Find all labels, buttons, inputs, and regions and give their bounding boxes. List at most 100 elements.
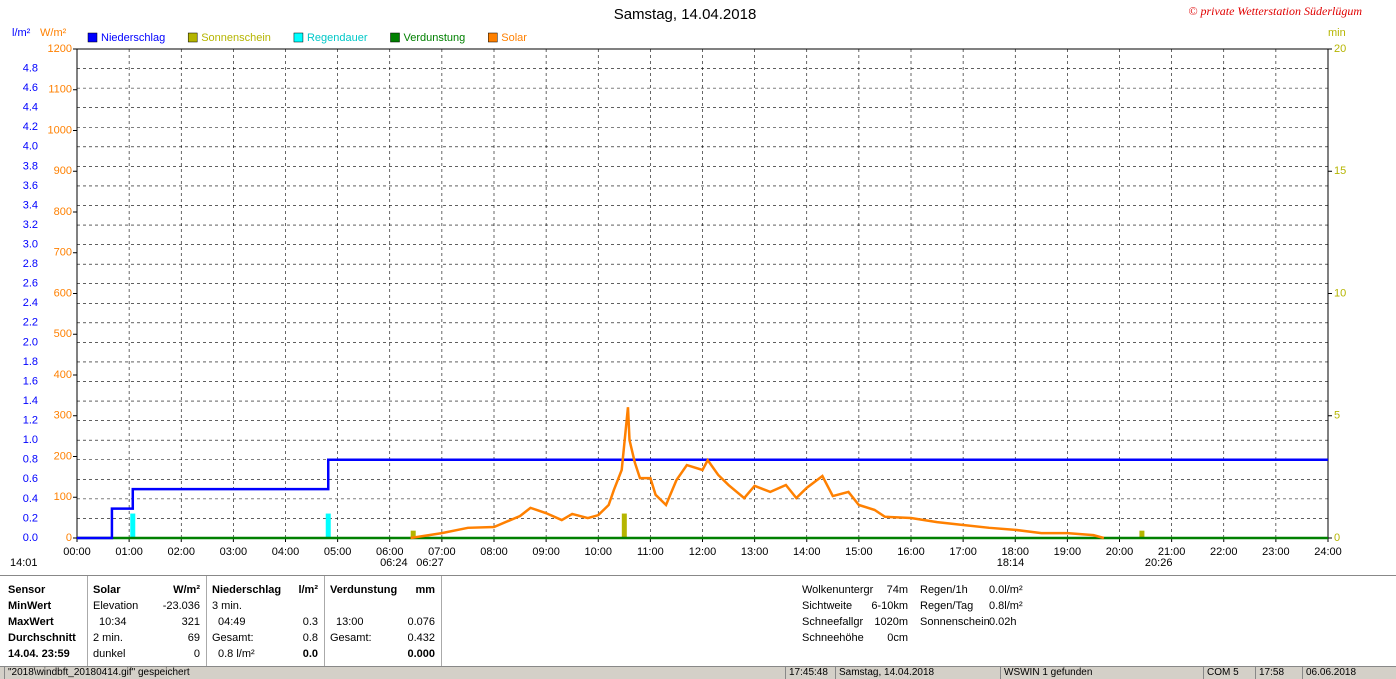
y2-tick-label: 400 bbox=[54, 369, 72, 381]
info-value: 0cm bbox=[887, 632, 908, 644]
y2-tick-label: 1100 bbox=[48, 84, 72, 96]
row-value: 0.076 bbox=[407, 616, 435, 628]
info-value: 0.02h bbox=[989, 616, 1017, 628]
y-tick-label: 4.0 bbox=[23, 141, 38, 153]
y-tick-label: 3.2 bbox=[23, 219, 38, 231]
sensor-label: MinWert bbox=[8, 600, 52, 612]
info-label: Wolkenuntergr bbox=[802, 584, 874, 596]
annotation: 18:14 bbox=[997, 557, 1025, 569]
y-tick-label: 2.0 bbox=[23, 336, 38, 348]
y-tick-label: 0.6 bbox=[23, 473, 38, 485]
y2-tick-label: 600 bbox=[54, 287, 72, 299]
row-label: Gesamt: bbox=[330, 632, 372, 644]
status-field: WSWIN 1 gefunden bbox=[1000, 667, 1092, 679]
row-label: dunkel bbox=[93, 648, 126, 660]
status-field: COM 5 bbox=[1203, 667, 1239, 679]
y3-tick-label: 15 bbox=[1334, 165, 1346, 177]
legend-swatch bbox=[390, 32, 400, 43]
row-value: -23.036 bbox=[162, 600, 200, 612]
y2-tick-label: 700 bbox=[54, 247, 72, 259]
legend-swatch bbox=[187, 32, 198, 43]
x-tick-label: 02:00 bbox=[167, 546, 195, 558]
row-value: 0.0 bbox=[302, 648, 318, 660]
plot-frame bbox=[76, 48, 1329, 539]
status-field: 06.06.2018 bbox=[1302, 667, 1356, 679]
x-tick-label: 23:00 bbox=[1262, 546, 1290, 558]
separator bbox=[441, 576, 442, 666]
y2-tick-label: 0 bbox=[66, 532, 72, 544]
column-header: Niederschlag bbox=[212, 584, 282, 596]
y-tick-label: 4.6 bbox=[23, 82, 38, 94]
column-header: Solar bbox=[93, 584, 121, 596]
info-label: Schneehöhe bbox=[802, 632, 864, 644]
status-bar: "2018\windbft_20180414.gif" gespeichert 1… bbox=[0, 666, 1396, 679]
row-label: 10:34 bbox=[99, 616, 127, 628]
x-tick-label: 05:00 bbox=[324, 546, 352, 558]
y-tick-label: 0.4 bbox=[23, 493, 38, 505]
annotation: 20:26 bbox=[1145, 557, 1173, 569]
y3-tick-label: 5 bbox=[1334, 410, 1340, 422]
status-field: 17:45:48 bbox=[785, 667, 828, 679]
separator bbox=[206, 576, 207, 666]
row-label: 13:00 bbox=[336, 616, 364, 628]
x-tick-label: 03:00 bbox=[220, 546, 248, 558]
y2-tick-label: 1200 bbox=[48, 43, 72, 55]
info-value: 0.0l/m² bbox=[989, 584, 1023, 596]
y-tick-label: 1.4 bbox=[23, 395, 38, 407]
y-tick-label: 1.2 bbox=[23, 415, 38, 427]
row-label: Elevation bbox=[93, 600, 139, 612]
row-label: Gesamt: bbox=[212, 632, 254, 644]
row-value: 0 bbox=[193, 648, 200, 660]
x-tick-label: 24:00 bbox=[1314, 546, 1342, 558]
series-line bbox=[77, 458, 1328, 540]
y-tick-label: 0.0 bbox=[23, 532, 38, 544]
column-unit: W/m² bbox=[173, 584, 200, 596]
x-tick-label: 07:00 bbox=[428, 546, 456, 558]
series-line bbox=[410, 407, 1105, 540]
x-tick-label: 11:00 bbox=[637, 546, 664, 558]
info-label: Sichtweite bbox=[802, 600, 853, 612]
row-value: 0.000 bbox=[407, 648, 435, 660]
y3-axis-label: min bbox=[1328, 27, 1346, 39]
bar bbox=[621, 513, 627, 538]
y2-tick-label: 200 bbox=[54, 450, 72, 462]
x-tick-label: 06:00 bbox=[376, 546, 404, 558]
x-tick-label: 19:00 bbox=[1054, 546, 1082, 558]
status-field: 17:58 bbox=[1255, 667, 1284, 679]
y-tick-label: 2.2 bbox=[23, 317, 38, 329]
separator bbox=[87, 576, 88, 666]
y2-tick-label: 800 bbox=[54, 206, 72, 218]
column-header: Verdunstung bbox=[330, 584, 398, 596]
chart-title: Samstag, 14.04.2018 bbox=[614, 6, 757, 23]
y2-axis-label: W/m² bbox=[40, 27, 67, 39]
y2-tick-label: 100 bbox=[54, 491, 72, 503]
y-tick-label: 3.6 bbox=[23, 180, 38, 192]
x-tick-label: 14:00 bbox=[793, 546, 821, 558]
y-tick-label: 4.8 bbox=[23, 62, 38, 74]
y-tick-label: 3.8 bbox=[23, 160, 38, 172]
column-unit: l/m² bbox=[298, 584, 318, 596]
legend-swatch bbox=[293, 32, 304, 43]
x-tick-label: 15:00 bbox=[845, 546, 873, 558]
legend-label: Verdunstung bbox=[404, 32, 466, 44]
x-tick-label: 20:00 bbox=[1106, 546, 1134, 558]
row-label: 04:49 bbox=[218, 616, 246, 628]
x-tick-label: 08:00 bbox=[480, 546, 508, 558]
separator bbox=[324, 576, 325, 666]
y-tick-label: 4.2 bbox=[23, 121, 38, 133]
row-label: 0.8 l/m² bbox=[218, 648, 255, 660]
info-label: Schneefallgr bbox=[802, 616, 864, 628]
sensor-label: Sensor bbox=[8, 584, 46, 596]
y-tick-label: 2.4 bbox=[23, 297, 38, 309]
legend-label: Niederschlag bbox=[101, 32, 165, 44]
y2-tick-label: 500 bbox=[54, 328, 72, 340]
panel: Sensor MinWert MaxWert Durchschnitt 14.04. 2… bbox=[0, 575, 1396, 667]
x-tick-label: 21:00 bbox=[1158, 546, 1186, 558]
left-note: 14:01 bbox=[10, 557, 38, 569]
copyright: © private Wetterstation Süderlügum bbox=[1188, 4, 1362, 18]
annotation: 06:24 bbox=[380, 557, 408, 569]
y-tick-label: 1.0 bbox=[23, 434, 38, 446]
x-tick-label: 01:00 bbox=[115, 546, 143, 558]
y-tick-label: 0.8 bbox=[23, 454, 38, 466]
